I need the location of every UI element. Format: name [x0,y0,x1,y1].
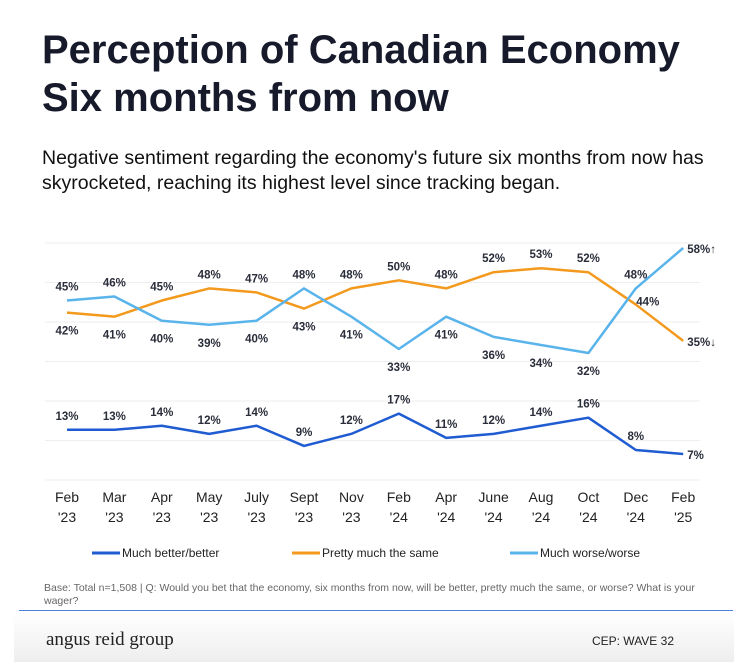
data-label: 58%↑ [687,244,716,256]
x-tick-label: '23 [200,509,218,525]
x-tick-label: '24 [532,509,550,525]
data-label: 14% [150,407,173,419]
x-tick-label: '25 [674,509,692,525]
data-label: 46% [103,277,126,289]
x-tick-label: Sept [290,489,319,505]
data-label: 8% [627,431,644,443]
x-tick-label: June [478,489,509,505]
x-tick-label: Nov [339,489,364,505]
x-tick-label: '23 [58,509,76,525]
data-label: 13% [55,411,78,423]
subtitle: Negative sentiment regarding the economy… [42,147,704,194]
data-label: 43% [292,322,315,334]
series-line-0 [67,412,684,456]
data-label: 45% [55,282,78,294]
data-label: 17% [387,395,410,407]
x-tick-label: Apr [435,489,457,505]
data-label: 12% [198,415,221,427]
data-label: 36% [482,350,505,362]
legend-label: Pretty much the same [322,546,439,560]
data-label: 14% [529,407,552,419]
data-label: 53% [529,249,552,261]
x-tick-label: Dec [623,489,648,505]
x-tick-label: Apr [151,489,173,505]
data-label: 52% [482,253,505,265]
x-tick-label: '24 [627,509,645,525]
footer: angus reid group CEP: WAVE 32 [14,612,734,662]
x-tick-label: July [244,489,269,505]
title-line-1: Perception of Canadian Economy [42,28,680,72]
data-label: 12% [340,415,363,427]
data-label: 48% [340,269,363,281]
data-label: 41% [340,330,363,342]
data-label: 11% [435,419,457,431]
x-tick-label: '23 [105,509,123,525]
data-label: 12% [482,415,505,427]
data-label: 48% [292,269,315,281]
x-tick-label: Mar [102,489,126,505]
data-label: 9% [296,427,313,439]
data-label: 35%↓ [687,337,716,349]
wave-label: CEP: WAVE 32 [591,634,674,648]
data-label: 47% [245,273,268,285]
data-label: 48% [198,269,221,281]
data-label: 40% [245,334,268,346]
x-tick-label: '24 [437,509,455,525]
data-label: 48% [624,269,647,281]
data-label: 45% [150,282,173,294]
x-tick-label: '24 [579,509,597,525]
x-tick-label: '23 [153,509,171,525]
series-line-1 [66,266,684,342]
data-label: 41% [103,330,126,342]
line-chart: 13% 13% 14% 12% 14% 9% 12% 17% 11% 12% 14% 16% 8% 7% 4… [45,242,716,560]
x-tick-label: Feb [55,489,79,505]
data-label: 14% [245,407,268,419]
data-label: 42% [55,326,78,338]
x-tick-label: Aug [529,489,554,505]
x-tick-label: '23 [247,509,265,525]
x-tick-label: Feb [671,489,695,505]
data-label: 7% [687,450,704,462]
divider [19,610,733,611]
data-label: 34% [529,358,552,370]
data-label: 48% [435,269,458,281]
page-title: Perception of Canadian Economy Six months… [42,26,680,122]
data-label: 50% [387,261,410,273]
data-label: 44% [636,297,659,309]
x-tick-label: May [196,489,222,505]
x-tick-label: '24 [484,509,502,525]
base-note: Base: Total n=1,508 | Q: Would you bet t… [44,582,695,607]
logo: angus reid group [46,629,174,650]
legend-label: Much better/better [122,546,219,560]
x-tick-label: '23 [342,509,360,525]
x-tick-label: '23 [295,509,313,525]
series-line-2 [66,247,685,355]
data-label: 52% [577,253,600,265]
data-label: 39% [198,338,221,350]
data-label: 16% [577,399,600,411]
title-line-2: Six months from now [42,76,449,120]
data-label: 33% [387,362,410,374]
x-tick-label: '24 [390,509,408,525]
data-label: 41% [435,330,458,342]
data-label: 13% [103,411,126,423]
data-label: 32% [577,366,600,378]
data-label: 40% [150,334,173,346]
x-tick-label: Feb [387,489,411,505]
x-tick-label: Oct [578,489,600,505]
legend-label: Much worse/worse [540,546,640,560]
